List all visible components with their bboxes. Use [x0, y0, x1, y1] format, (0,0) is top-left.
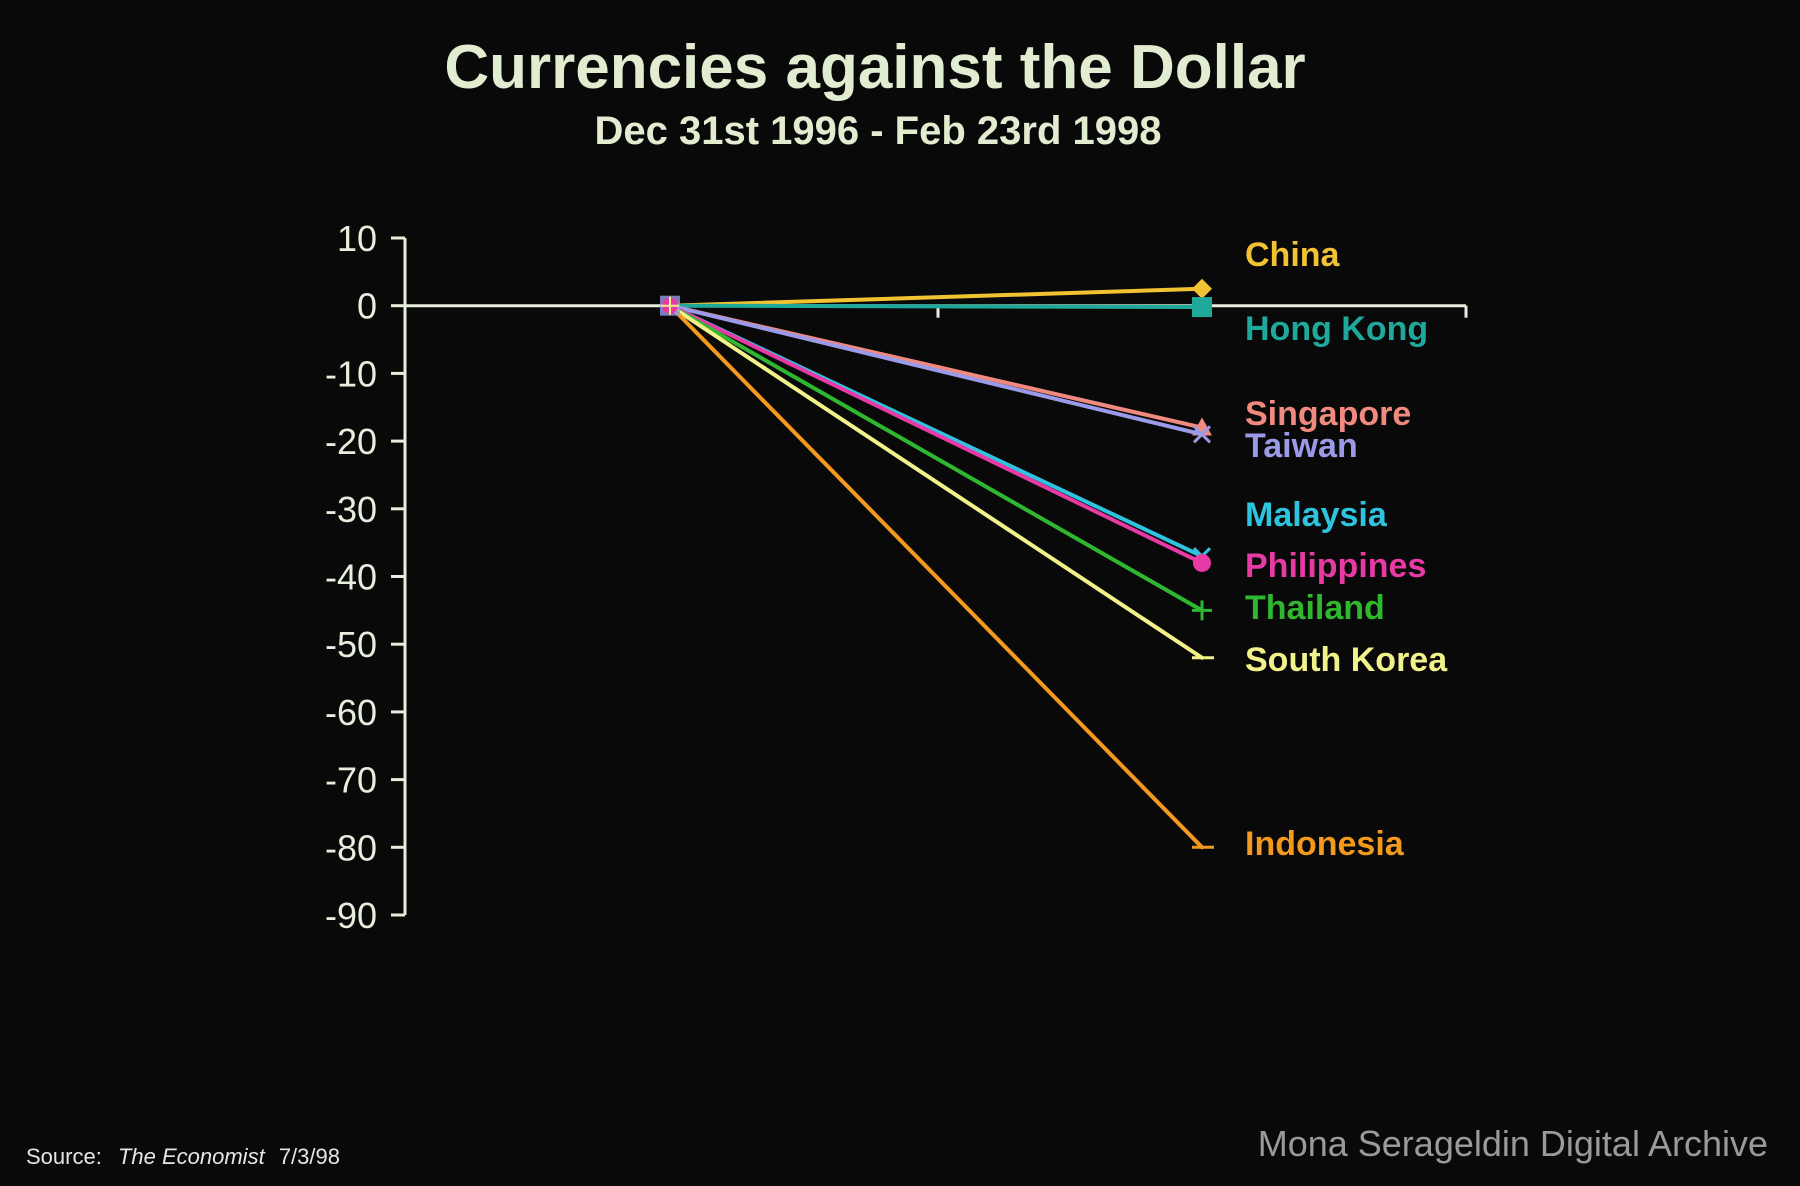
series-label-hong-kong: Hong Kong: [1245, 310, 1428, 348]
origin-marker: [660, 295, 680, 316]
series-line-hong-kong: [668, 303, 1204, 310]
y-tick-label: -60: [325, 692, 377, 733]
plus-marker: [1192, 600, 1212, 621]
y-tick-label: -10: [325, 353, 377, 394]
source-publication: The Economist: [118, 1144, 266, 1169]
source-prefix: Source:: [26, 1144, 102, 1169]
chart-title: Currencies against the Dollar: [444, 33, 1305, 102]
origin-plus: [661, 296, 679, 315]
series-marker: [1192, 425, 1212, 444]
series-label-china: China: [1245, 236, 1341, 274]
y-tick-label: 10: [337, 218, 377, 259]
series-label-singapore: Singapore: [1245, 395, 1411, 433]
y-tick-label: -20: [325, 421, 377, 462]
series-line-indonesia: [668, 303, 1204, 850]
series-label-indonesia: Indonesia: [1245, 825, 1405, 863]
y-tick-label: -70: [325, 760, 377, 801]
series-marker: [1192, 297, 1212, 318]
series-south-korea: [668, 303, 1214, 660]
series-label-south-korea: South Korea: [1245, 641, 1448, 679]
series-thailand: [668, 303, 1212, 621]
series-line-china: [668, 286, 1204, 308]
series-hong-kong: [668, 297, 1212, 318]
y-tick-label: -90: [325, 895, 377, 936]
series-indonesia: [668, 303, 1214, 850]
series-label-malaysia: Malaysia: [1245, 496, 1388, 534]
y-tick-label: -80: [325, 827, 377, 868]
source-date: 7/3/98: [279, 1144, 340, 1169]
series-marker: [1192, 600, 1212, 621]
axes: 10 0 -10 -20 -30 -40 -50 -60 -70 -80 -90: [325, 218, 1468, 936]
series-layer: [660, 278, 1214, 850]
source-note: Source: The Economist 7/3/98: [26, 1144, 340, 1169]
archive-watermark: Mona Serageldin Digital Archive: [1258, 1123, 1768, 1164]
square-marker: [1192, 297, 1212, 318]
chart-subtitle: Dec 31st 1996 - Feb 23rd 1998: [594, 109, 1161, 153]
y-tick-label: -30: [325, 489, 377, 530]
series-marker: [1192, 278, 1212, 299]
series-line-south-korea: [668, 303, 1204, 660]
series-line-taiwan: [668, 303, 1204, 437]
series-line-thailand: [668, 303, 1204, 613]
series-line-philippines: [668, 303, 1204, 565]
y-tick-label: 0: [357, 286, 377, 327]
series-label-taiwan: Taiwan: [1245, 427, 1358, 465]
series-label-thailand: Thailand: [1245, 589, 1385, 627]
y-tick-label: -40: [325, 557, 377, 598]
series-taiwan: [668, 303, 1212, 444]
series-philippines: [668, 303, 1211, 572]
diamond-marker: [1192, 278, 1212, 299]
series-china: [668, 278, 1212, 308]
series-marker: [1193, 553, 1211, 572]
x-marker: [1192, 425, 1212, 444]
series-label-philippines: Philippines: [1245, 547, 1426, 585]
circle-marker: [1193, 553, 1211, 572]
y-tick-label: -50: [325, 624, 377, 665]
